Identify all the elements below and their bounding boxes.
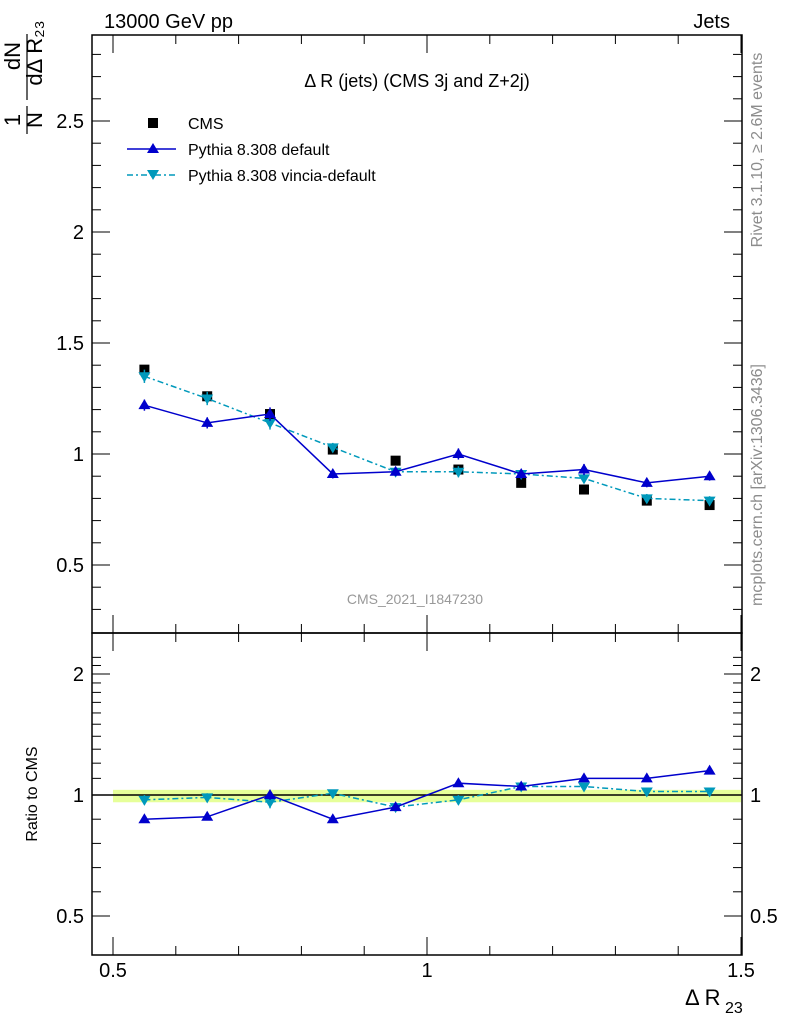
default-data-point bbox=[326, 467, 339, 478]
y-tick-label-main: 1 bbox=[73, 444, 84, 466]
ratio-vincia-line bbox=[144, 785, 710, 808]
vincia-data-point bbox=[264, 418, 276, 429]
ratio-vincia-point bbox=[640, 787, 653, 798]
x-tick-label: 1.5 bbox=[727, 960, 755, 982]
ratio-default-point bbox=[703, 764, 716, 775]
svg-text:N: N bbox=[22, 112, 47, 128]
ratio-vincia-point bbox=[201, 793, 214, 804]
default-data-point bbox=[264, 408, 276, 419]
y-tick-label-main: 2.5 bbox=[56, 111, 84, 133]
analysis-watermark: CMS_2021_I1847230 bbox=[347, 591, 483, 607]
legend-label-vincia: Pythia 8.308 vincia-default bbox=[188, 168, 376, 185]
vincia-data-point bbox=[640, 494, 653, 505]
x-tick-label: 0.5 bbox=[99, 960, 127, 982]
ratio-default-point bbox=[640, 772, 653, 783]
vincia-data-point bbox=[703, 496, 716, 507]
svg-text:dN: dN bbox=[0, 42, 25, 70]
legend-marker-cms bbox=[148, 118, 158, 128]
vincia-data-point bbox=[326, 443, 339, 454]
default-series-line bbox=[144, 404, 710, 484]
ratio-y-axis-label: Ratio to CMS bbox=[24, 746, 41, 841]
default-data-point bbox=[640, 476, 653, 487]
y-tick-label-ratio: 0.5 bbox=[56, 906, 84, 928]
rivet-version-label: Rivet 3.1.10, ≥ 2.6M events bbox=[749, 53, 766, 248]
legend: CMS Pythia 8.308 default Pythia 8.308 vi… bbox=[127, 116, 376, 185]
series-layer bbox=[138, 364, 716, 824]
legend-label-default: Pythia 8.308 default bbox=[188, 142, 330, 159]
cms-data-point bbox=[579, 484, 589, 495]
vincia-data-point bbox=[452, 467, 465, 478]
x-axis-label: Δ R 23 bbox=[685, 985, 743, 1017]
ratio-default-point bbox=[326, 813, 339, 824]
default-data-point bbox=[201, 416, 214, 427]
legend-label-cms: CMS bbox=[188, 116, 224, 133]
ratio-vincia-point bbox=[138, 795, 151, 806]
vincia-data-point bbox=[201, 394, 214, 405]
default-data-point bbox=[578, 463, 590, 474]
energy-label: 13000 GeV pp bbox=[104, 11, 233, 33]
ratio-vincia-point bbox=[264, 798, 276, 809]
ratio-default-point bbox=[515, 780, 528, 791]
y-tick-label-main: 0.5 bbox=[56, 555, 84, 577]
axis-ticks-layer bbox=[92, 35, 742, 955]
ratio-default-point bbox=[389, 801, 402, 812]
tick-labels-layer: 0.5 1 1.5 0.5 1 1.5 2 2.5 0.5 0.5 1 1 2 2 bbox=[56, 111, 778, 982]
ratio-default-point bbox=[452, 777, 465, 788]
vincia-data-point bbox=[578, 474, 590, 485]
legend-marker-vincia bbox=[147, 170, 159, 180]
main-y-axis-label: 1 N dN dΔ R₂₃ bbox=[0, 20, 47, 134]
ratio-vincia-point bbox=[326, 789, 339, 800]
cms-data-point bbox=[390, 455, 401, 466]
ratio-default-point bbox=[201, 810, 214, 821]
y-tick-label-ratio: 1 bbox=[73, 785, 84, 807]
ratio-vincia-point bbox=[578, 782, 590, 793]
ratio-default-point bbox=[578, 772, 590, 783]
ratio-plot-frame bbox=[91, 632, 743, 956]
vincia-data-point bbox=[138, 372, 151, 383]
default-data-point bbox=[703, 470, 716, 481]
default-data-point bbox=[515, 467, 528, 478]
default-data-point bbox=[389, 465, 402, 476]
plot-title: Δ R (jets) (CMS 3j and Z+2j) bbox=[304, 71, 530, 91]
mcplots-source-label: mcplots.cern.ch [arXiv:1306.3436] bbox=[749, 364, 766, 606]
y-tick-label-ratio-right: 2 bbox=[750, 664, 761, 686]
svg-text:Δ R: Δ R bbox=[685, 985, 720, 1010]
default-data-point bbox=[138, 399, 151, 410]
jets-label: Jets bbox=[693, 11, 730, 33]
default-data-point bbox=[452, 448, 465, 458]
ratio-default-point bbox=[264, 789, 276, 799]
y-tick-label-main: 2 bbox=[73, 222, 84, 244]
y-tick-label-ratio-right: 0.5 bbox=[750, 906, 778, 928]
ratio-default-point bbox=[138, 813, 151, 824]
x-tick-label: 1 bbox=[421, 960, 432, 982]
legend-marker-default bbox=[147, 143, 159, 153]
cms-data-point bbox=[516, 477, 527, 488]
y-tick-label-ratio-right: 1 bbox=[750, 785, 761, 807]
svg-text:1: 1 bbox=[0, 114, 25, 126]
ratio-default-line bbox=[144, 769, 710, 820]
ratio-vincia-point bbox=[703, 787, 716, 798]
y-tick-label-ratio: 2 bbox=[73, 664, 84, 686]
svg-text:dΔ R₂₃: dΔ R₂₃ bbox=[22, 20, 47, 85]
y-tick-label-main: 1.5 bbox=[56, 333, 84, 355]
vincia-series-line bbox=[144, 375, 710, 502]
ratio-vincia-point bbox=[452, 795, 465, 806]
svg-text:23: 23 bbox=[725, 1000, 743, 1017]
